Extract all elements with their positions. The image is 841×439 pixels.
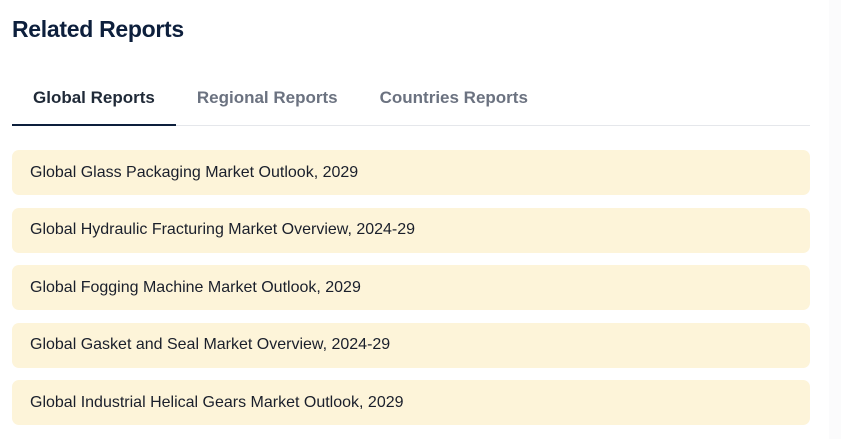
tab-countries-reports[interactable]: Countries Reports — [379, 88, 528, 107]
report-list: Global Glass Packaging Market Outlook, 2… — [12, 150, 810, 438]
report-link[interactable]: Global Glass Packaging Market Outlook, 2… — [12, 150, 810, 195]
section-title: Related Reports — [12, 16, 184, 42]
report-tabs: Global Reports Regional Reports Countrie… — [12, 80, 810, 126]
report-link[interactable]: Global Hydraulic Fracturing Market Overv… — [12, 207, 810, 253]
report-link[interactable]: Global Gasket and Seal Market Overview, … — [12, 322, 810, 368]
tab-global-reports[interactable]: Global Reports — [12, 80, 176, 126]
report-link[interactable]: Global Fogging Machine Market Outlook, 2… — [12, 265, 810, 310]
page-edge — [829, 0, 841, 439]
report-link[interactable]: Global Industrial Helical Gears Market O… — [12, 380, 810, 425]
tab-regional-reports[interactable]: Regional Reports — [196, 88, 338, 107]
